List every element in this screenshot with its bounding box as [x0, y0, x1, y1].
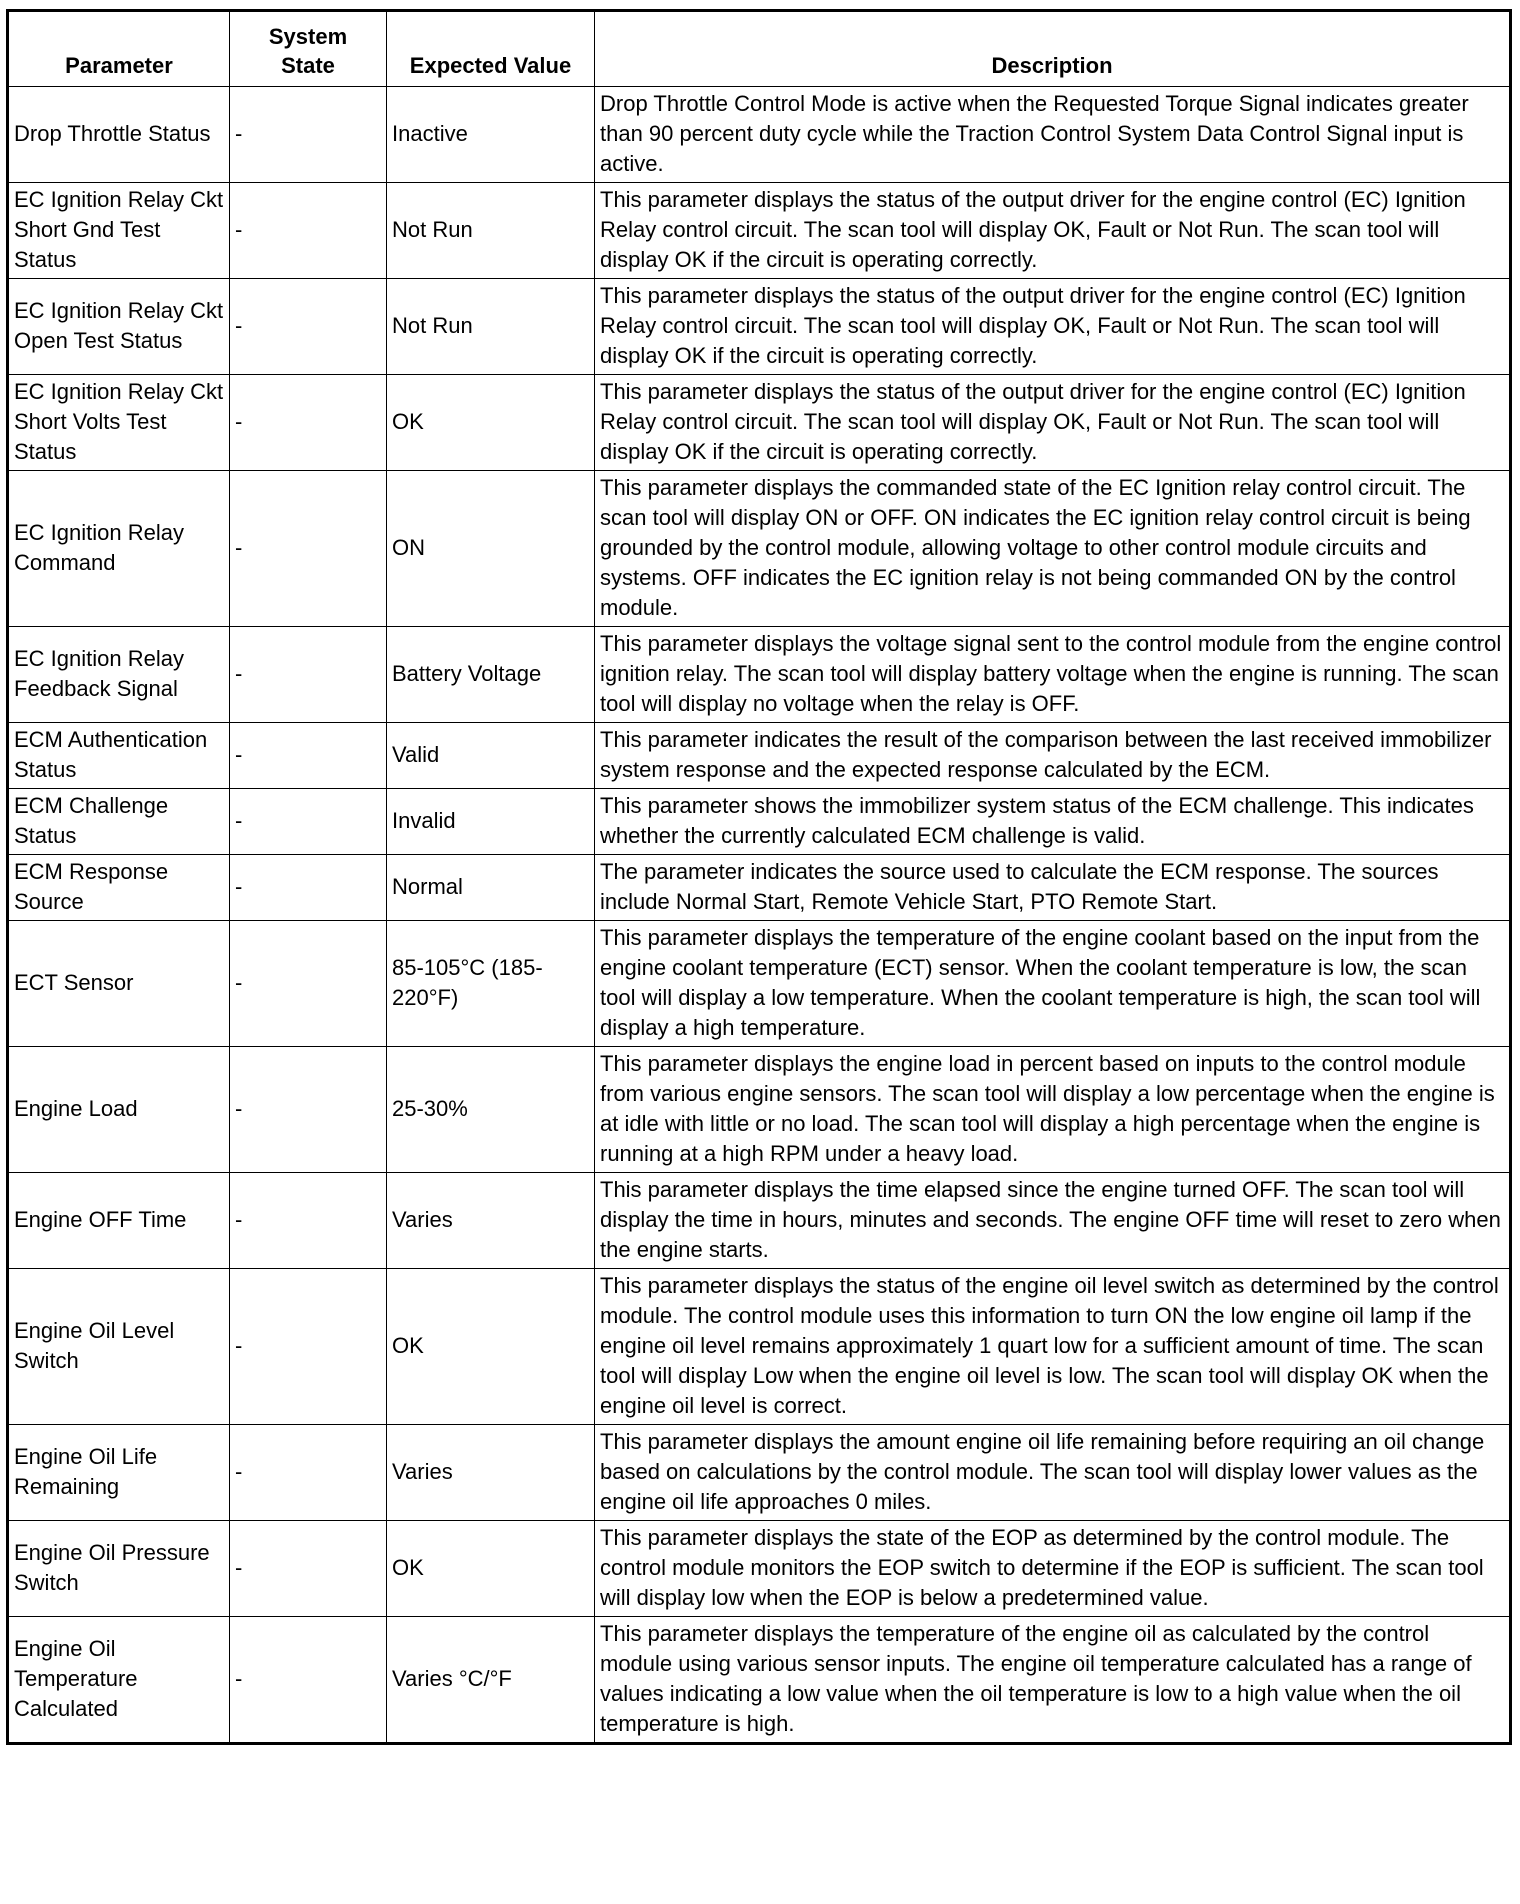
cell-description: This parameter displays the temperature … [594, 1616, 1511, 1744]
table-row: Engine Oil Life Remaining - Varies This par… [7, 1424, 1511, 1521]
cell-system-state: - [229, 1172, 387, 1269]
cell-parameter: Engine Load [7, 1046, 230, 1173]
cell-system-state: - [229, 788, 387, 855]
table-row: EC Ignition Relay Ckt Open Test Status - N… [7, 278, 1511, 375]
cell-system-state: - [229, 1616, 387, 1744]
cell-description: This parameter displays the amount engin… [594, 1424, 1511, 1521]
cell-expected-value: ON [386, 470, 595, 627]
table-row: Drop Throttle Status - Inactive Drop Thrott… [7, 86, 1511, 183]
cell-parameter: EC Ignition Relay Ckt Open Test Status [7, 278, 230, 375]
table-row: ECT Sensor -85-105°C (185-220°F) This para… [7, 920, 1511, 1047]
table-row: EC Ignition Relay Ckt Short Gnd Test Sta… [7, 182, 1511, 279]
cell-parameter: Engine OFF Time [7, 1172, 230, 1269]
cell-system-state: - [229, 1268, 387, 1425]
cell-description: This parameter indicates the result of t… [594, 722, 1511, 789]
cell-description: This parameter displays the time elapsed… [594, 1172, 1511, 1269]
cell-system-state: - [229, 626, 387, 723]
cell-system-state: - [229, 374, 387, 471]
cell-description: This parameter displays the voltage sign… [594, 626, 1511, 723]
cell-expected-value: OK [386, 374, 595, 471]
cell-system-state: - [229, 1520, 387, 1617]
cell-expected-value: Inactive [386, 86, 595, 183]
cell-parameter: EC Ignition Relay Feedback Signal [7, 626, 230, 723]
cell-description: This parameter displays the status of th… [594, 278, 1511, 375]
cell-description: This parameter shows the immobilizer sys… [594, 788, 1511, 855]
cell-expected-value: Varies [386, 1424, 595, 1521]
table-row: EC Ignition Relay Ckt Short Volts Test S… [7, 374, 1511, 471]
cell-system-state: - [229, 1046, 387, 1173]
cell-expected-value: Not Run [386, 182, 595, 279]
cell-expected-value: Invalid [386, 788, 595, 855]
cell-system-state: - [229, 182, 387, 279]
table-row: EC Ignition Relay Feedback Signal - Batter… [7, 626, 1511, 723]
header-expected-value: Expected Value [386, 10, 595, 87]
table-row: Engine OFF Time - Varies This parameter dis… [7, 1172, 1511, 1269]
header-parameter: Parameter [7, 10, 230, 87]
cell-parameter: ECM Response Source [7, 854, 230, 921]
cell-parameter: ECM Challenge Status [7, 788, 230, 855]
cell-description: This parameter displays the state of the… [594, 1520, 1511, 1617]
cell-parameter: ECT Sensor [7, 920, 230, 1047]
header-row: Parameter System State Expected Value De… [7, 10, 1511, 87]
cell-system-state: - [229, 920, 387, 1047]
table-body: Drop Throttle Status - Inactive Drop Thrott… [7, 86, 1511, 1744]
table-row: Engine Oil Pressure Switch - OK This parame… [7, 1520, 1511, 1617]
cell-parameter: Engine Oil Pressure Switch [7, 1520, 230, 1617]
table-row: ECM Challenge Status - Invalid This paramet… [7, 788, 1511, 855]
table-row: ECM Authentication Status - Valid This para… [7, 722, 1511, 789]
parameter-table: Parameter System State Expected Value De… [6, 9, 1512, 1745]
cell-description: This parameter displays the status of th… [594, 374, 1511, 471]
header-system-state: System State [229, 10, 387, 87]
cell-system-state: - [229, 722, 387, 789]
cell-expected-value: Varies [386, 1172, 595, 1269]
table-row: Engine Load -25-30% This parameter display… [7, 1046, 1511, 1173]
cell-description: This parameter displays the engine load … [594, 1046, 1511, 1173]
cell-system-state: - [229, 86, 387, 183]
cell-parameter: Engine Oil Temperature Calculated [7, 1616, 230, 1744]
cell-parameter: EC Ignition Relay Ckt Short Gnd Test Sta… [7, 182, 230, 279]
cell-system-state: - [229, 1424, 387, 1521]
cell-system-state: - [229, 854, 387, 921]
cell-description: This parameter displays the temperature … [594, 920, 1511, 1047]
cell-description: Drop Throttle Control Mode is active whe… [594, 86, 1511, 183]
cell-parameter: Engine Oil Level Switch [7, 1268, 230, 1425]
header-description: Description [594, 10, 1511, 87]
cell-expected-value: Varies °C/°F [386, 1616, 595, 1744]
cell-description: This parameter displays the status of th… [594, 182, 1511, 279]
cell-expected-value: Not Run [386, 278, 595, 375]
cell-description: This parameter displays the status of th… [594, 1268, 1511, 1425]
cell-expected-value: 25-30% [386, 1046, 595, 1173]
cell-description: The parameter indicates the source used … [594, 854, 1511, 921]
cell-expected-value: OK [386, 1268, 595, 1425]
cell-description: This parameter displays the commanded st… [594, 470, 1511, 627]
cell-expected-value: 85-105°C (185-220°F) [386, 920, 595, 1047]
cell-expected-value: Normal [386, 854, 595, 921]
table-row: EC Ignition Relay Command - ON This paramet… [7, 470, 1511, 627]
cell-expected-value: Battery Voltage [386, 626, 595, 723]
cell-system-state: - [229, 278, 387, 375]
cell-parameter: EC Ignition Relay Command [7, 470, 230, 627]
cell-expected-value: OK [386, 1520, 595, 1617]
table-row: Engine Oil Temperature Calculated - Varies… [7, 1616, 1511, 1744]
table-row: ECM Response Source - Normal The parameter … [7, 854, 1511, 921]
cell-parameter: EC Ignition Relay Ckt Short Volts Test S… [7, 374, 230, 471]
cell-parameter: Drop Throttle Status [7, 86, 230, 183]
cell-expected-value: Valid [386, 722, 595, 789]
cell-parameter: Engine Oil Life Remaining [7, 1424, 230, 1521]
cell-parameter: ECM Authentication Status [7, 722, 230, 789]
table-row: Engine Oil Level Switch - OK This parameter… [7, 1268, 1511, 1425]
cell-system-state: - [229, 470, 387, 627]
